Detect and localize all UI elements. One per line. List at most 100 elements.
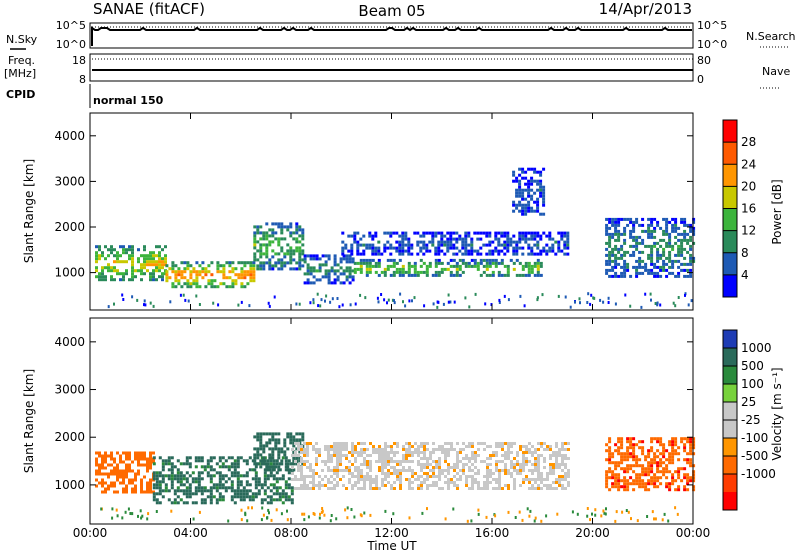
power-cell [638, 271, 642, 275]
velocity-cell [198, 510, 201, 514]
velocity-cell [689, 437, 693, 441]
power-cell [280, 231, 284, 235]
power-cell [274, 264, 278, 268]
velocity-cell [254, 495, 258, 499]
power-cell [364, 296, 367, 300]
velocity-cell [375, 484, 378, 487]
velocity-cell [456, 457, 459, 460]
power-cell [653, 244, 657, 248]
velocity-cell [280, 459, 284, 463]
velocity-cell [677, 470, 681, 474]
power-cell [446, 237, 450, 241]
velocity-cell [300, 472, 303, 475]
power-cell [225, 261, 229, 265]
power-cell [659, 265, 663, 269]
velocity-cell [173, 501, 177, 505]
velocity-cell [266, 495, 270, 499]
power-cell [146, 257, 149, 261]
power-cell [527, 167, 531, 171]
velocity-cell [680, 479, 684, 483]
power-cell [301, 237, 305, 241]
velocity-cell [218, 474, 222, 478]
power-cell [320, 298, 323, 302]
velocity-cell [188, 483, 192, 487]
velocity-cell [659, 440, 663, 444]
velocity-cell [641, 452, 645, 456]
power-cell [605, 226, 609, 230]
velocity-cell [230, 498, 234, 502]
velocity-cell [253, 468, 257, 472]
velocity-cell [444, 454, 447, 457]
power-cell [392, 246, 396, 250]
power-cell [635, 265, 639, 269]
velocity-cell [507, 448, 510, 451]
velocity-cell [653, 482, 657, 486]
velocity-cell [471, 478, 474, 481]
velocity-cell [423, 472, 426, 475]
power-cell [635, 238, 639, 242]
power-cell [280, 237, 284, 241]
velocity-cell [555, 451, 558, 454]
velocity-cell [300, 466, 303, 469]
velocity-cell [257, 480, 261, 484]
power-cell [98, 248, 101, 252]
power-cell [650, 250, 654, 254]
velocity-cell [540, 445, 543, 448]
power-cell [672, 301, 675, 305]
power-cell [407, 237, 411, 241]
velocity-cell [614, 476, 618, 480]
velocity-cell [611, 455, 615, 459]
power-cell [234, 279, 238, 283]
velocity-cell [280, 447, 284, 451]
power-cell [521, 176, 525, 180]
velocity-cell [239, 483, 243, 487]
velocity-cell [531, 472, 534, 475]
velocity-cell [459, 460, 462, 463]
power-cell [398, 234, 402, 238]
velocity-cell [468, 475, 471, 478]
velocity-cell [692, 470, 696, 474]
power-cell [371, 264, 375, 268]
velocity-cell [668, 485, 672, 489]
velocity-cell [614, 479, 618, 483]
velocity-cell [182, 492, 186, 496]
velocity-cell [435, 481, 438, 484]
power-cell [455, 240, 459, 244]
velocity-cell [152, 474, 156, 478]
power-cell [292, 231, 296, 235]
power-cell [644, 265, 648, 269]
velocity-cell [411, 487, 414, 490]
velocity-cell [683, 458, 687, 462]
velocity-cell [170, 483, 174, 487]
velocity-cell [486, 466, 489, 469]
velocity-cell [233, 468, 237, 472]
power-cell [425, 267, 429, 271]
velocity-cell [269, 498, 273, 502]
power-cell [295, 261, 299, 265]
velocity-cell [465, 484, 468, 487]
velocity-cell [537, 484, 540, 487]
power-cell [536, 231, 540, 235]
velocity-cell [218, 492, 222, 496]
velocity-cell [366, 466, 369, 469]
velocity-cell [98, 463, 101, 467]
velocity-cell [653, 458, 657, 462]
power-cell [650, 223, 654, 227]
velocity-cell [429, 484, 432, 487]
velocity-cell [402, 457, 405, 460]
velocity-cell [456, 454, 459, 457]
power-cell [452, 252, 456, 256]
power-cell [216, 285, 220, 289]
velocity-cell [543, 478, 546, 481]
velocity-cell [155, 471, 159, 475]
power-cell [467, 252, 471, 256]
velocity-cell [513, 466, 516, 469]
velocity-cell [438, 472, 441, 475]
power-cell [383, 298, 386, 302]
power-cell [530, 194, 534, 198]
velocity-cell [498, 478, 501, 481]
power-cell [524, 240, 528, 244]
velocity-cell [360, 454, 363, 457]
velocity-cell [408, 481, 411, 484]
power-cell [422, 270, 426, 274]
